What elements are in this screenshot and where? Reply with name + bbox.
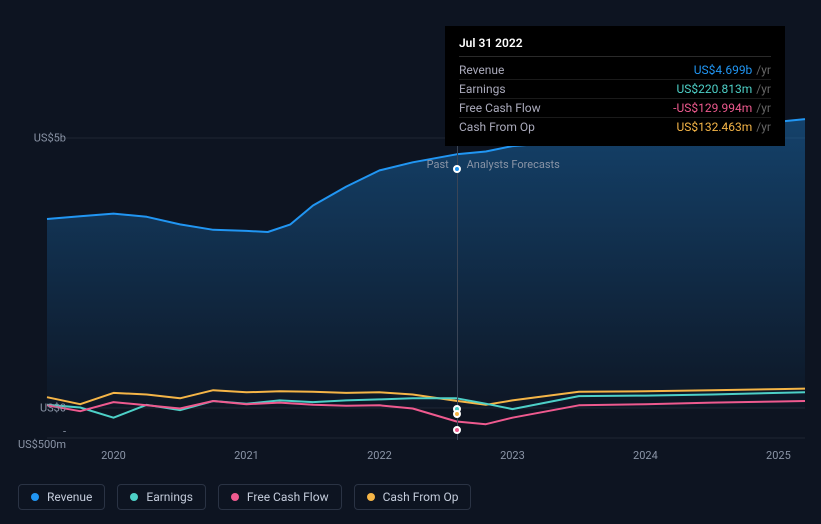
past-label: Past xyxy=(427,158,449,171)
x-axis-label: 2021 xyxy=(234,449,259,462)
forecast-label: Analysts Forecasts xyxy=(467,158,560,171)
legend-dot xyxy=(31,493,39,501)
legend-item-cfo[interactable]: Cash From Op xyxy=(354,484,472,510)
tooltip-unit: /yr xyxy=(756,63,771,77)
tooltip-metric-label: Cash From Op xyxy=(459,120,535,134)
legend-label: Free Cash Flow xyxy=(247,490,329,504)
legend-dot xyxy=(367,493,375,501)
tooltip-metric-value: US$220.813m xyxy=(676,82,752,96)
revenue-marker xyxy=(453,165,461,173)
tooltip-unit: /yr xyxy=(756,101,771,115)
legend-label: Cash From Op xyxy=(383,490,459,504)
financials-chart: US$5b US$0 -US$500m 2020 2021 2022 2023 2024 20… xyxy=(16,10,805,470)
fcf-marker xyxy=(453,426,461,434)
x-axis-label: 2025 xyxy=(766,449,791,462)
tooltip-metric-label: Earnings xyxy=(459,82,506,96)
tooltip-unit: /yr xyxy=(756,120,771,134)
legend-item-earnings[interactable]: Earnings xyxy=(117,484,206,510)
chart-tooltip: Jul 31 2022 Revenue US$4.699b/yr Earnings U… xyxy=(445,26,785,146)
tooltip-metric-label: Revenue xyxy=(459,63,504,77)
legend-label: Earnings xyxy=(146,490,193,504)
y-axis-label: US$5b xyxy=(16,132,66,145)
legend-dot xyxy=(130,493,138,501)
y-axis-label: -US$500m xyxy=(16,425,66,451)
tooltip-row: Cash From Op US$132.463m/yr xyxy=(459,118,771,136)
legend: Revenue Earnings Free Cash Flow Cash From O… xyxy=(18,484,471,510)
tooltip-row: Free Cash Flow -US$129.994m/yr xyxy=(459,99,771,118)
x-axis-label: 2023 xyxy=(500,449,525,462)
legend-label: Revenue xyxy=(47,490,92,504)
tooltip-unit: /yr xyxy=(756,82,771,96)
tooltip-metric-label: Free Cash Flow xyxy=(459,101,541,115)
x-axis-label: 2024 xyxy=(633,449,658,462)
tooltip-row: Revenue US$4.699b/yr xyxy=(459,61,771,80)
x-axis-label: 2022 xyxy=(367,449,392,462)
tooltip-metric-value: US$132.463m xyxy=(676,120,752,134)
legend-dot xyxy=(231,493,239,501)
tooltip-metric-value: US$4.699b xyxy=(694,63,753,77)
tooltip-metric-value: -US$129.994m xyxy=(673,101,752,115)
tooltip-row: Earnings US$220.813m/yr xyxy=(459,80,771,99)
x-axis-label: 2020 xyxy=(101,449,126,462)
y-axis-label: US$0 xyxy=(16,402,66,415)
cursor-line xyxy=(457,138,458,440)
legend-item-revenue[interactable]: Revenue xyxy=(18,484,105,510)
legend-item-fcf[interactable]: Free Cash Flow xyxy=(218,484,342,510)
cfo-marker xyxy=(453,410,461,418)
tooltip-date: Jul 31 2022 xyxy=(459,36,771,57)
